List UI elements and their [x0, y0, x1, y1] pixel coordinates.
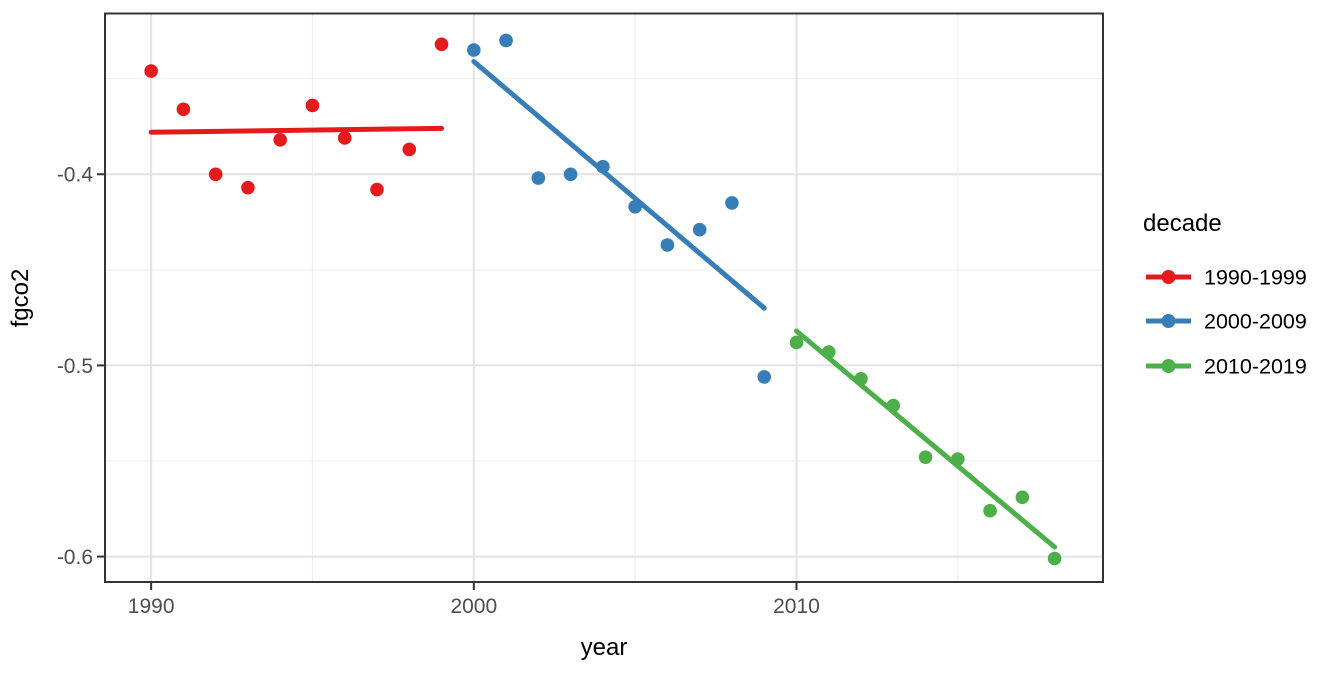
series-2010-2019: [789, 328, 1062, 566]
data-point: [789, 335, 804, 350]
legend: decade 1990-1999 2000-2009 2010-2019: [1143, 210, 1307, 379]
data-point: [757, 370, 772, 384]
y-axis-title: fgco2: [7, 269, 34, 328]
data-point: [499, 33, 513, 48]
data-point: [434, 37, 449, 52]
y-tick-label: -0.6: [57, 546, 93, 569]
axis-tick-labels: 1990 2000 2010 -0.4 -0.5 -0.6: [57, 164, 820, 618]
data-point: [176, 102, 191, 117]
data-point: [1047, 551, 1062, 566]
legend-key-point: [1161, 359, 1176, 373]
data-point: [337, 131, 352, 145]
series-2000-2009: [467, 33, 772, 384]
series-1990-1999: [144, 37, 449, 197]
data-point: [725, 196, 739, 210]
y-tick-label: -0.4: [57, 164, 94, 187]
y-tick-label: -0.5: [57, 355, 93, 378]
legend-entry-2010-2019: 2010-2019: [1146, 355, 1307, 379]
x-tick-label: 2010: [773, 595, 820, 618]
data-point: [531, 171, 546, 185]
trend-line: [793, 328, 1058, 550]
legend-title: decade: [1143, 210, 1222, 237]
legend-label: 1990-1999: [1204, 266, 1307, 290]
data-point: [660, 238, 675, 252]
data-point: [1015, 490, 1030, 505]
data-point: [692, 222, 707, 237]
axis-ticks: [97, 173, 798, 590]
x-tick-label: 1990: [128, 595, 175, 618]
x-axis-title: year: [581, 634, 628, 661]
data-point: [144, 64, 158, 78]
data-point: [983, 503, 997, 518]
data-point: [918, 450, 933, 464]
legend-label: 2010-2019: [1204, 355, 1307, 379]
data-point: [563, 167, 578, 182]
data-point: [241, 180, 255, 195]
legend-key-point: [1161, 270, 1176, 284]
data-point: [273, 133, 288, 147]
panel-border: [104, 12, 1104, 583]
trend-line: [148, 125, 445, 135]
x-tick-label: 2000: [450, 595, 497, 618]
data-point: [370, 182, 384, 197]
legend-entry-2000-2009: 2000-2009: [1146, 310, 1307, 334]
data-point: [208, 167, 223, 182]
data-point: [467, 43, 481, 57]
series-layer: [144, 33, 1062, 566]
data-point: [402, 142, 417, 157]
legend-label: 2000-2009: [1204, 310, 1307, 334]
legend-entry-1990-1999: 1990-1999: [1146, 266, 1307, 290]
legend-key-point: [1161, 314, 1176, 328]
data-point: [305, 98, 320, 113]
panel-background: [105, 13, 1103, 582]
trend-line: [471, 58, 767, 311]
